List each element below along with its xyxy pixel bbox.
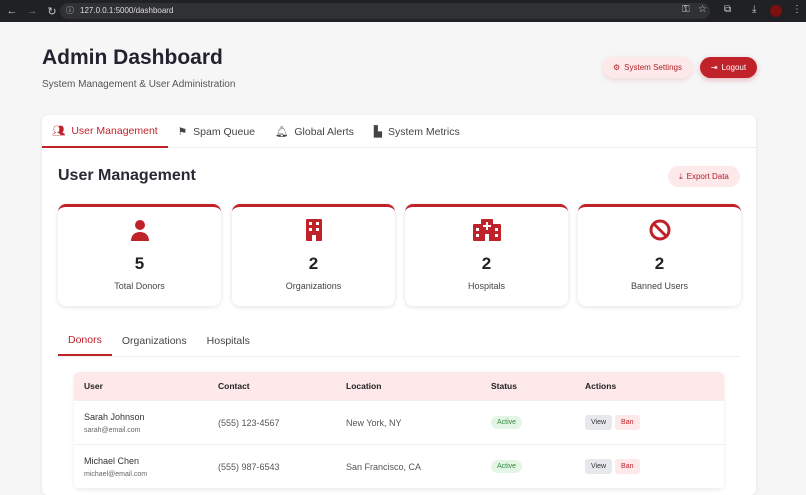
ban-icon [578, 219, 741, 243]
tab-global-alerts[interactable]: 🔔︎ Global Alerts [265, 115, 364, 148]
logout-icon: ⇥ [710, 63, 718, 72]
table-row: Michael Chen michael@email.com (555) 987-… [74, 445, 724, 489]
stat-label: Banned Users [630, 281, 689, 291]
building-icon [232, 219, 395, 243]
table-header: User Contact Location Status Actions [74, 372, 724, 401]
chart-icon: ▙ [373, 125, 382, 138]
status-badge: Active [491, 416, 523, 429]
download-icon: ⤓ [679, 171, 683, 181]
logout-label: Logout [721, 63, 747, 72]
stat-card-donors: 5 Total Donors [58, 204, 221, 306]
user-name: Sarah Johnson [84, 411, 145, 422]
main-tabs: 👥︎ User Management ⚑ Spam Queue 🔔︎ Global A… [42, 115, 756, 148]
stat-label: Total Donors [114, 281, 165, 291]
stat-card-banned: 2 Banned Users [578, 204, 741, 306]
menu-icon[interactable]: ⋮ [792, 4, 802, 15]
column-header: User [84, 381, 103, 391]
users-icon: 👥︎ [52, 125, 66, 137]
view-button[interactable]: View [585, 415, 613, 430]
gear-icon: ⚙ [613, 63, 621, 72]
user-contact: (555) 987-6543 [218, 461, 280, 472]
subtab-organizations[interactable]: Organizations [121, 334, 187, 347]
section-title: User Management [58, 167, 196, 184]
stat-value: 2 [308, 254, 319, 273]
ban-button[interactable]: Ban [615, 415, 640, 430]
back-icon[interactable]: ← [6, 5, 18, 17]
system-settings-button[interactable]: ⚙ System Settings [603, 57, 692, 78]
user-email: sarah@email.com [84, 426, 141, 434]
system-settings-label: System Settings [624, 63, 682, 72]
user-location: New York, NY [346, 417, 402, 428]
flag-icon: ⚑ [177, 125, 188, 138]
main-panel: 👥︎ User Management ⚑ Spam Queue 🔔︎ Global A… [42, 115, 756, 495]
ban-button[interactable]: Ban [615, 459, 640, 474]
tab-label: System Metrics [387, 125, 460, 138]
tab-label: User Management [71, 124, 158, 137]
hospital-icon [405, 219, 568, 243]
subtab-hospitals[interactable]: Hospitals [206, 334, 250, 347]
address-bar[interactable]: ⓘ 127.0.0.1:5000/dashboard [60, 3, 710, 19]
status-badge: Active [491, 460, 523, 473]
user-type-tabs: Donors Organizations Hospitals [58, 325, 740, 357]
user-location: San Francisco, CA [346, 461, 422, 472]
site-info-icon[interactable]: ⓘ [66, 6, 74, 15]
export-data-button[interactable]: ⤓ Export Data [668, 166, 740, 187]
table-row: Sarah Johnson sarah@email.com (555) 123-4… [74, 401, 724, 445]
bell-icon: 🔔︎ [275, 126, 289, 138]
tab-system-metrics[interactable]: ▙ System Metrics [364, 115, 470, 148]
donors-table: User Contact Location Status Actions Sar… [74, 372, 724, 489]
profile-avatar[interactable] [770, 5, 782, 17]
column-header: Location [346, 381, 382, 391]
subtab-donors[interactable]: Donors [58, 325, 112, 356]
page-title: Admin Dashboard [42, 46, 223, 69]
stat-value: 2 [654, 254, 665, 273]
stat-label: Organizations [285, 281, 342, 291]
tab-label: Spam Queue [193, 125, 256, 138]
stat-value: 5 [134, 254, 145, 273]
column-header: Status [491, 381, 517, 391]
logout-button[interactable]: ⇥ Logout [700, 57, 757, 78]
user-email: michael@email.com [84, 470, 148, 478]
bookmark-star-icon[interactable]: ☆ [698, 4, 707, 15]
extensions-icon[interactable]: ⧉ [724, 4, 732, 15]
user-icon [58, 219, 221, 243]
column-header: Contact [218, 381, 250, 391]
export-label: Export Data [686, 172, 729, 181]
tab-spam-queue[interactable]: ⚑ Spam Queue [168, 115, 265, 148]
stat-label: Hospitals [467, 281, 505, 291]
browser-toolbar: ← → ↻ ⓘ 127.0.0.1:5000/dashboard ⚿ ☆ ⧉ ⤓ … [0, 0, 806, 22]
url-text: 127.0.0.1:5000/dashboard [80, 6, 174, 15]
stat-value: 2 [481, 254, 492, 273]
tab-user-management[interactable]: 👥︎ User Management [42, 115, 168, 148]
key-icon[interactable]: ⚿ [682, 4, 690, 15]
tab-label: Global Alerts [294, 125, 354, 138]
column-header: Actions [585, 381, 617, 391]
view-button[interactable]: View [585, 459, 613, 474]
user-name: Michael Chen [84, 455, 140, 466]
stat-card-hospitals: 2 Hospitals [405, 204, 568, 306]
forward-icon[interactable]: → [26, 5, 38, 17]
stat-card-organizations: 2 Organizations [232, 204, 395, 306]
page-subtitle: System Management & User Administration [42, 79, 236, 90]
download-icon[interactable]: ⤓ [752, 4, 757, 15]
reload-icon[interactable]: ↻ [47, 5, 57, 18]
user-contact: (555) 123-4567 [218, 417, 280, 428]
